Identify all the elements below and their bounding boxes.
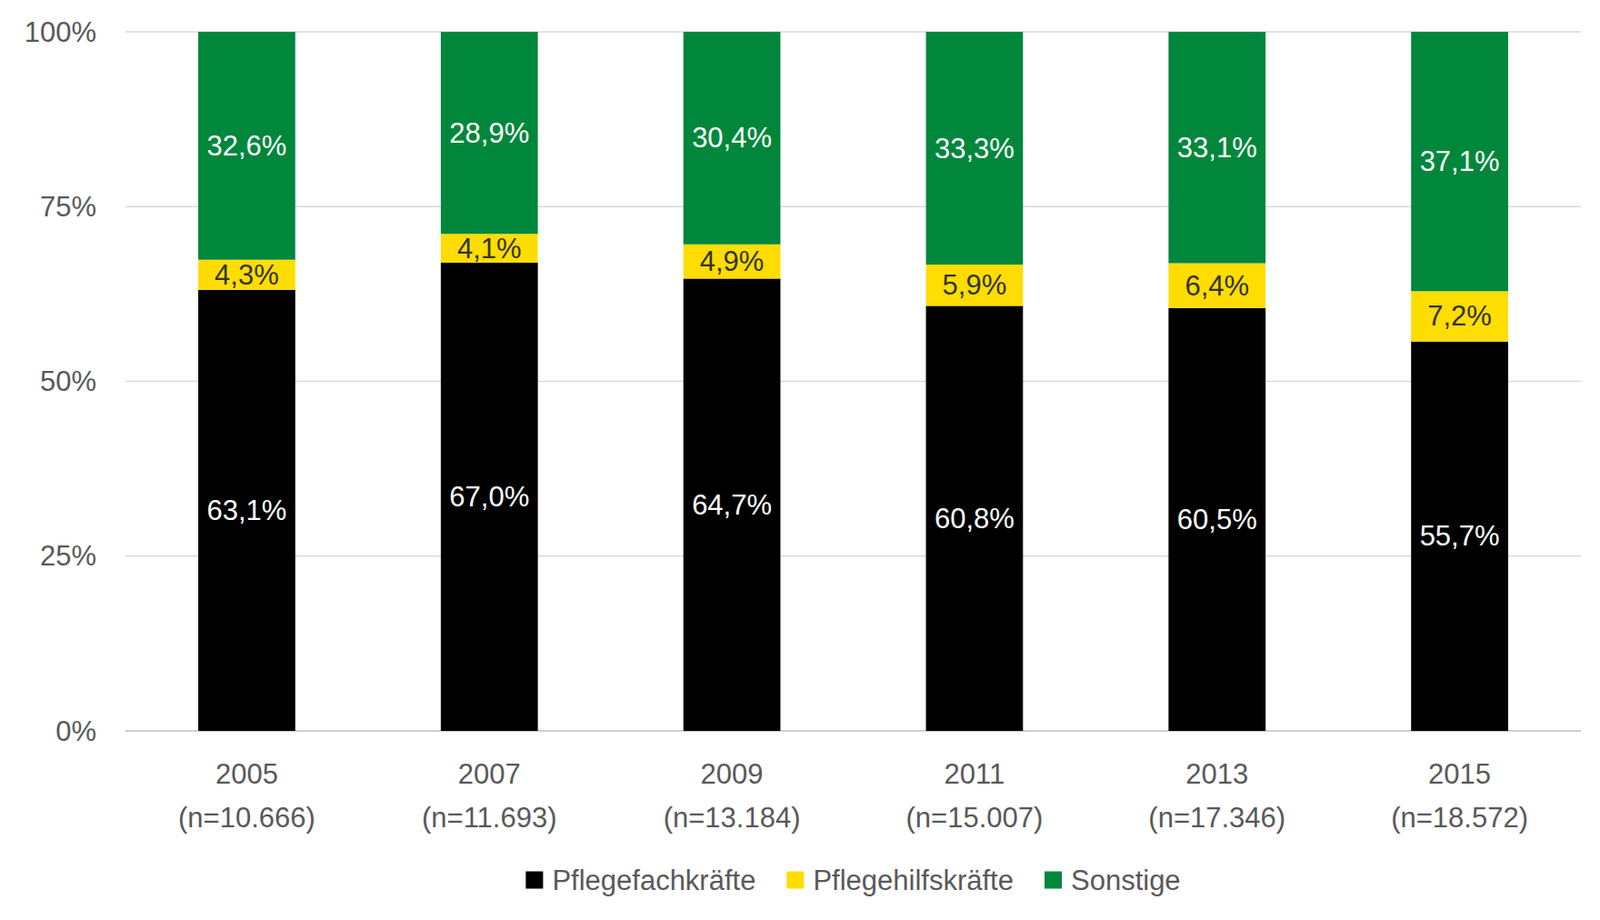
legend-swatch xyxy=(786,871,804,890)
data-label: 60,8% xyxy=(934,502,1015,535)
legend-swatch xyxy=(1044,871,1062,890)
legend-swatch xyxy=(525,871,543,890)
bar-segment xyxy=(683,31,781,245)
bar-segment xyxy=(1410,31,1509,291)
y-tick-label: 50% xyxy=(40,365,97,398)
x-tick-label: 2015(n=18.572) xyxy=(1390,758,1529,834)
data-label: 32,6% xyxy=(206,130,287,162)
data-label: 5,9% xyxy=(942,269,1008,301)
bar-segment xyxy=(683,244,781,280)
bar-segment xyxy=(198,260,296,290)
grid-line xyxy=(125,380,1581,383)
bar-segment xyxy=(1168,263,1266,309)
data-label: 63,1% xyxy=(206,494,287,527)
grid-line xyxy=(125,30,1581,33)
data-label: 37,1% xyxy=(1420,145,1500,178)
bar-segment xyxy=(440,262,539,731)
y-axis: 0% 25% 50% 75% 100% xyxy=(24,16,97,748)
data-label: 55,7% xyxy=(1420,520,1500,552)
data-label: 4,1% xyxy=(457,232,522,265)
legend-label: Sonstige xyxy=(1070,864,1181,897)
bars xyxy=(198,31,1509,731)
bar-segment xyxy=(440,31,539,234)
x-tick-label: 2013(n=17.346) xyxy=(1148,758,1286,834)
data-label: 28,9% xyxy=(449,117,530,150)
bar-segment xyxy=(926,305,1024,731)
bar-segment xyxy=(683,278,781,731)
y-tick-label: 25% xyxy=(40,540,97,572)
x-axis: 2005(n=10.666) 2007(n=11.693) 2009(n=13.18… xyxy=(178,758,1529,834)
y-tick-label: 75% xyxy=(40,190,97,223)
x-tick-label: 2007(n=11.693) xyxy=(421,758,558,834)
data-label: 4,9% xyxy=(700,245,765,278)
bar-segment xyxy=(1168,308,1266,731)
bar-segment xyxy=(926,31,1024,265)
legend-label: Pflegehilfskräfte xyxy=(812,864,1014,897)
data-label: 6,4% xyxy=(1184,270,1250,302)
data-labels: 63,1% 4,3% 32,6% 67,0% 4,1% 28,9% 64,7% 4,9% 30,… xyxy=(206,117,1500,553)
x-tick-label: 2005(n=10.666) xyxy=(178,758,316,834)
bar-segment xyxy=(926,264,1024,306)
data-label: 7,2% xyxy=(1427,300,1492,332)
grid-line xyxy=(125,555,1581,558)
data-label: 33,1% xyxy=(1177,131,1258,164)
data-label: 67,0% xyxy=(449,480,530,513)
y-tick-label: 100% xyxy=(24,16,97,49)
legend: Pflegefachkräfte Pflegehilfskräfte Sonstig… xyxy=(525,864,1180,897)
legend-label: Pflegefachkräfte xyxy=(551,864,756,897)
data-label: 64,7% xyxy=(691,489,772,521)
grid-line xyxy=(125,730,1581,732)
bar-segment xyxy=(1410,290,1509,341)
bar-segment xyxy=(198,290,296,731)
data-label: 4,3% xyxy=(214,259,280,291)
chart: 0% 25% 50% 75% 100% 63,1% 4,3% 32,6% 67,0% 4,1% 28… xyxy=(0,0,1600,920)
grid-line xyxy=(125,206,1581,209)
x-tick-label: 2011(n=15.007) xyxy=(906,758,1044,834)
y-tick-label: 0% xyxy=(55,715,97,748)
grid xyxy=(125,31,1581,731)
data-label: 60,5% xyxy=(1177,503,1258,536)
bar-segment xyxy=(1168,31,1266,264)
x-tick-label: 2009(n=13.184) xyxy=(663,758,801,834)
bar-segment xyxy=(1410,341,1509,731)
data-label: 30,4% xyxy=(691,121,772,154)
bar-segment xyxy=(198,31,296,260)
data-label: 33,3% xyxy=(934,132,1015,165)
